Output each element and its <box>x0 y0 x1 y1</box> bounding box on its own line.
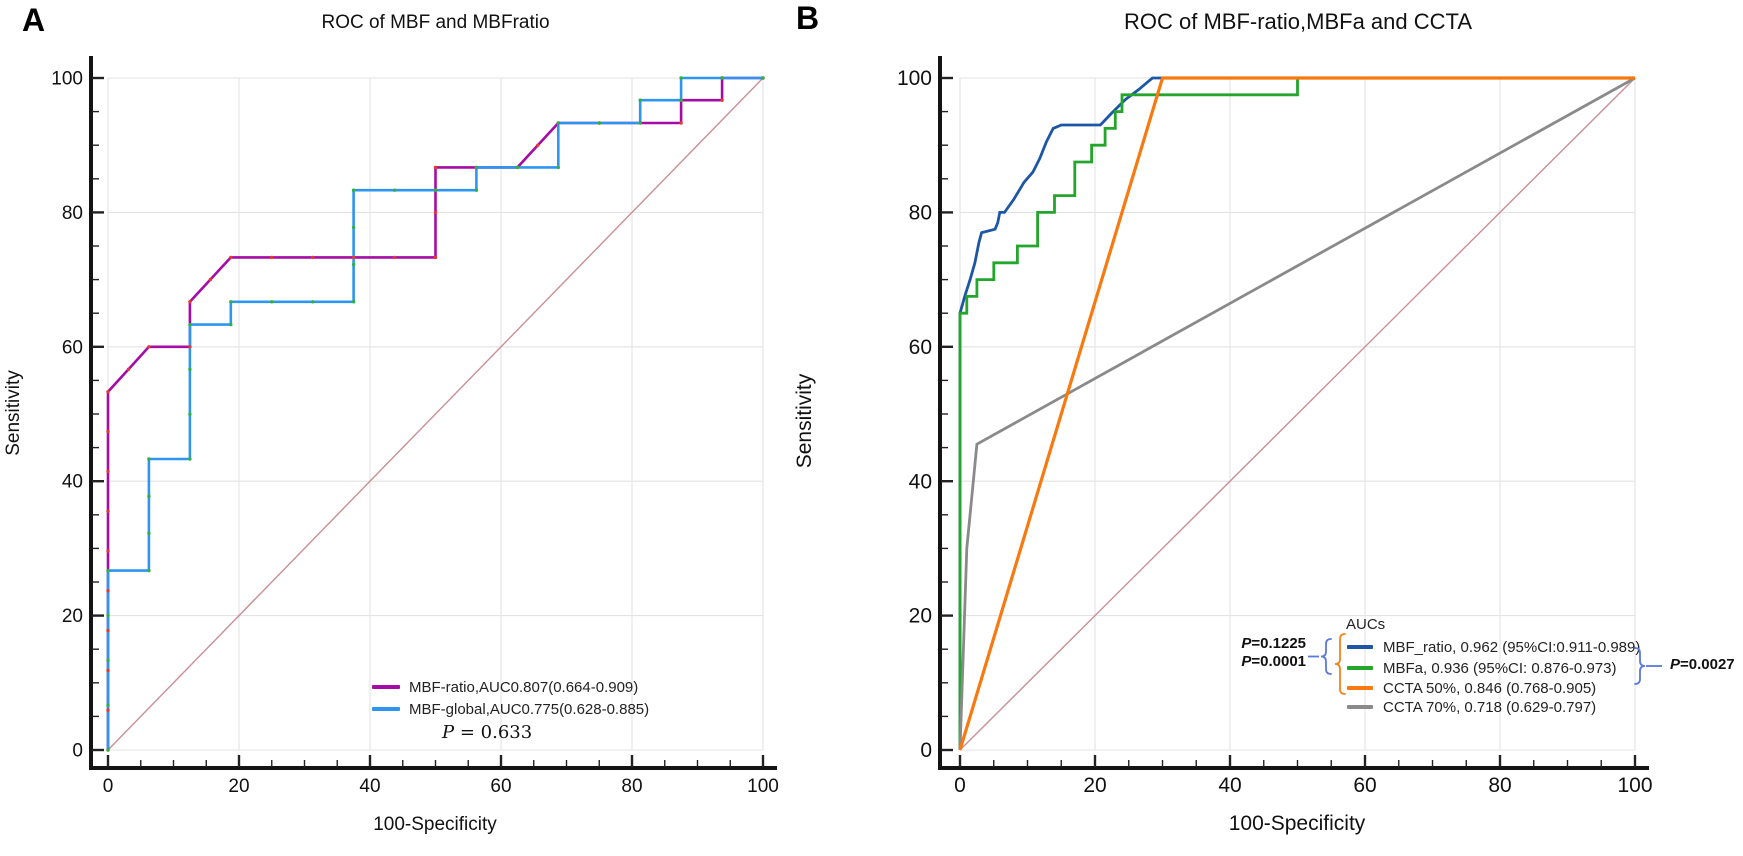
legend-item-mbfa: MBFa, 0.936 (95%CI: 0.876-0.973) <box>1347 659 1616 677</box>
svg-text:0: 0 <box>920 739 932 762</box>
comparison-braces-left <box>1308 633 1346 695</box>
svg-text:60: 60 <box>909 336 932 359</box>
ccta70-line-swatch <box>1347 705 1373 709</box>
panel-a-title: ROC of MBF and MBFratio <box>321 12 550 33</box>
svg-text:20: 20 <box>228 776 249 797</box>
panel-a-ylabel: Sensitivity <box>3 370 24 456</box>
panel-b-legend: AUCs MBF_ratio, 0.962 (95%CI:0.911-0.989… <box>1240 612 1743 732</box>
svg-text:40: 40 <box>909 470 932 493</box>
svg-text:20: 20 <box>62 606 83 627</box>
panel-b-title: ROC of MBF-ratio,MBFa and CCTA <box>1124 9 1472 34</box>
svg-text:0: 0 <box>72 740 83 761</box>
svg-text:80: 80 <box>1488 774 1511 797</box>
panel-b-ylabel: Sensitivity <box>793 373 816 469</box>
legend-item-mbf-ratio: MBF-ratio,AUC0.807(0.664-0.909) <box>372 676 649 698</box>
panel-b-xlabel: 100-Specificity <box>1228 812 1366 835</box>
panel-b-letter: B <box>796 0 820 36</box>
mbf-ratio-line-swatch <box>372 685 400 689</box>
svg-text:60: 60 <box>1353 774 1376 797</box>
mbfa-legend-label: MBFa, 0.936 (95%CI: 0.876-0.973) <box>1383 659 1617 677</box>
blue-brace-icon <box>1320 638 1332 675</box>
svg-text:80: 80 <box>621 776 642 797</box>
mbf-ratio-legend-label: MBF-ratio,AUC0.807(0.664-0.909) <box>409 678 639 696</box>
svg-text:20: 20 <box>909 605 932 628</box>
ccta50-line-swatch <box>1347 686 1373 690</box>
svg-text:0: 0 <box>103 776 114 797</box>
svg-text:60: 60 <box>62 337 83 358</box>
mbf_ratio-legend-label: MBF_ratio, 0.962 (95%CI:0.911-0.989) <box>1383 638 1641 656</box>
svg-text:80: 80 <box>62 203 83 224</box>
svg-text:0: 0 <box>954 774 966 797</box>
legend-item-mbf-global: MBF-global,AUC0.775(0.628-0.885) <box>372 698 649 720</box>
orange-brace-icon <box>1334 633 1346 695</box>
svg-text:40: 40 <box>1218 774 1241 797</box>
right-brace-icon <box>1634 647 1646 685</box>
svg-text:100: 100 <box>1617 774 1652 797</box>
svg-text:100: 100 <box>897 67 932 90</box>
svg-text:100: 100 <box>747 776 779 797</box>
legend-item-ccta70: CCTA 70%, 0.718 (0.629-0.797) <box>1347 698 1596 716</box>
legend-item-ccta50: CCTA 50%, 0.846 (0.768-0.905) <box>1347 679 1596 697</box>
panel-a-xlabel: 100-Specificity <box>373 814 497 835</box>
mbf-global-line-swatch <box>372 707 400 711</box>
p-value-mbfratio-vs-mbfa: P=0.1225 <box>1241 635 1306 652</box>
legend-item-mbf_ratio: MBF_ratio, 0.962 (95%CI:0.911-0.989) <box>1347 638 1640 656</box>
panel-a-legend: MBF-ratio,AUC0.807(0.664-0.909) MBF-glob… <box>372 676 649 743</box>
svg-text:60: 60 <box>490 776 511 797</box>
mbf-global-legend-label: MBF-global,AUC0.775(0.628-0.885) <box>409 700 650 718</box>
ccta70-legend-label: CCTA 70%, 0.718 (0.629-0.797) <box>1383 698 1597 716</box>
svg-text:40: 40 <box>359 776 380 797</box>
p-value-vs-ccta50: P=0.0001 <box>1241 653 1306 670</box>
mbf_ratio-line-swatch <box>1347 645 1373 649</box>
panel-a-letter: A <box>22 2 46 38</box>
ccta50-legend-label: CCTA 50%, 0.846 (0.768-0.905) <box>1383 679 1597 697</box>
svg-text:80: 80 <box>909 202 932 225</box>
p-value-right: P=0.0027 <box>1670 656 1735 673</box>
svg-text:40: 40 <box>62 472 83 493</box>
svg-text:20: 20 <box>1083 774 1106 797</box>
svg-text:100: 100 <box>51 68 83 89</box>
comparison-brace-right <box>1634 647 1662 685</box>
mbfa-line-swatch <box>1347 666 1373 670</box>
aucs-header: AUCs <box>1346 616 1386 633</box>
panel-a-p-value: P = 0.633 <box>442 722 533 743</box>
